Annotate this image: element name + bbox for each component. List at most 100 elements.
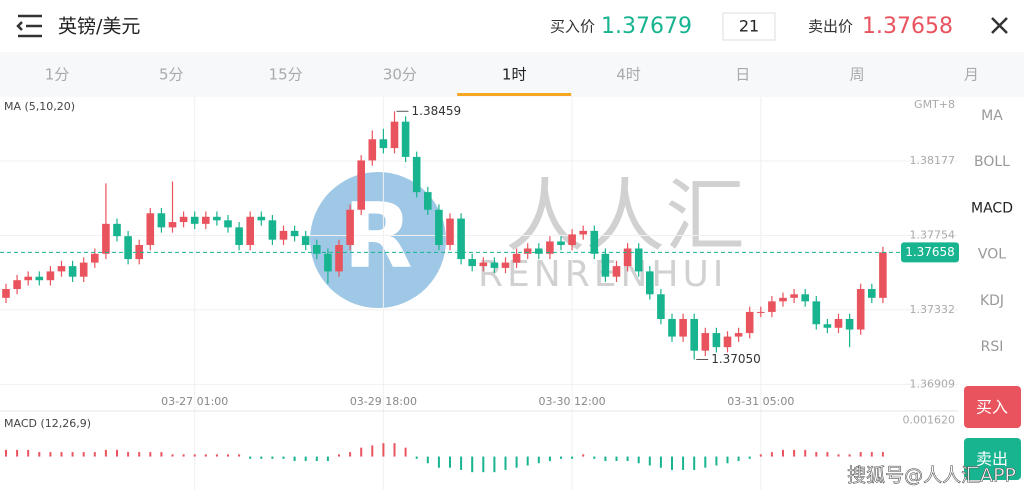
timeframe-tab[interactable]: 30分: [383, 66, 417, 84]
candle-body: [57, 266, 66, 272]
timeframe-tab[interactable]: 4时: [616, 66, 641, 84]
macd-bar: [560, 456, 562, 459]
macd-bar: [227, 454, 229, 457]
x-tick-label: 03-27 01:00: [161, 395, 228, 408]
indicator-tab[interactable]: MACD: [971, 200, 1013, 216]
macd-bar: [204, 454, 207, 457]
indicator-tab[interactable]: RSI: [981, 339, 1004, 355]
candle-body: [412, 156, 421, 193]
candle-body: [457, 218, 465, 260]
candle-body: [790, 294, 798, 298]
spread-box: [722, 12, 776, 41]
macd-bar: [49, 452, 52, 457]
timeframe-tab[interactable]: 15分: [269, 66, 303, 84]
macd-bar: [693, 456, 696, 470]
macd-bar: [304, 456, 307, 462]
candle-body: [301, 236, 310, 245]
candle-body: [490, 262, 499, 268]
macd-bar: [415, 456, 418, 459]
candle-body: [679, 318, 687, 337]
candle-body: [601, 253, 610, 277]
candle-body: [168, 222, 177, 228]
macd-bar: [249, 456, 252, 459]
last-price-badge: [901, 242, 959, 263]
macd-bar: [71, 452, 74, 457]
macd-bar: [881, 452, 884, 457]
macd-bar: [326, 456, 329, 462]
candle-body: [401, 121, 410, 157]
candle-body: [801, 294, 809, 302]
sell-label: 卖出价: [808, 18, 853, 36]
candle-body: [535, 248, 543, 254]
candle-body: [235, 227, 243, 245]
footer-credit: 搜狐号@人人汇APP: [847, 465, 1016, 487]
candle-body: [279, 230, 288, 240]
candle-body: [468, 259, 476, 267]
candle-body: [179, 216, 188, 223]
macd-bar: [615, 456, 618, 462]
menu-icon[interactable]: [16, 14, 42, 38]
macd-bar: [27, 449, 30, 457]
candle-body: [512, 253, 521, 263]
close-button[interactable]: [991, 17, 1008, 34]
macd-bar: [782, 449, 784, 457]
indicator-tab[interactable]: VOL: [978, 247, 1006, 263]
timeframe-tab[interactable]: 日: [735, 66, 750, 84]
indicator-tab[interactable]: BOLL: [974, 154, 1010, 170]
candle-body: [479, 262, 488, 267]
spread: 21: [739, 17, 759, 36]
macd-bar: [682, 456, 685, 470]
macd-bar: [315, 456, 318, 462]
macd-bar: [437, 456, 440, 468]
indicator-tab[interactable]: KDJ: [980, 293, 1004, 309]
candle-body: [668, 318, 676, 337]
timeframe-tab[interactable]: 月: [964, 66, 979, 84]
y-tick-label: 1.37332: [910, 303, 956, 316]
candle-body: [557, 241, 565, 245]
macd-bar: [859, 452, 862, 457]
indicator-tab[interactable]: MA: [981, 108, 1003, 124]
candle-body: [357, 160, 365, 210]
candle-body: [657, 294, 665, 319]
x-tick-label: 03-30 12:00: [539, 395, 606, 408]
candle-body: [646, 271, 654, 295]
macd-bar: [382, 443, 385, 457]
candle-body: [124, 236, 132, 260]
macd-bar: [82, 452, 85, 457]
candle-body: [135, 244, 143, 260]
macd-bar: [449, 456, 451, 468]
macd-bar: [138, 452, 141, 457]
timeframe-tab[interactable]: 周: [850, 66, 865, 84]
candle-body: [157, 213, 166, 228]
candle-body: [190, 216, 199, 224]
macd-bar: [238, 454, 241, 457]
candle-body: [368, 139, 377, 161]
candle-body: [146, 213, 155, 245]
buy-label: 买入价: [550, 18, 595, 36]
macd-bar: [582, 454, 585, 457]
timeframe-tab[interactable]: 1分: [45, 66, 70, 84]
timeframe-tabs: 1分 5分 15分 30分 1时 4时 日 周 月: [45, 66, 979, 96]
macd-bar: [160, 452, 163, 457]
sell-button-label: 卖出: [976, 450, 1008, 469]
candle-body: [24, 276, 32, 281]
sell-button[interactable]: [964, 438, 1021, 480]
macd-bar: [149, 452, 152, 457]
tabs-bg: [0, 52, 1024, 97]
candle-body: [757, 311, 765, 313]
indicator-tabs: MA BOLL MACD VOL KDJ RSI: [971, 108, 1013, 355]
candle-body: [435, 209, 443, 245]
candle-body: [46, 271, 55, 281]
macd-bar: [182, 454, 185, 457]
timeframe-tab[interactable]: 5分: [159, 66, 184, 84]
candle-body: [113, 223, 121, 237]
candle-body: [745, 311, 754, 334]
candle-body: [202, 216, 210, 224]
candle-body: [812, 301, 821, 325]
buy-button[interactable]: [964, 386, 1021, 428]
candle-body: [879, 252, 887, 298]
timeframe-tab[interactable]: 1时: [502, 66, 527, 84]
candle-body: [390, 121, 399, 149]
candle-body: [35, 276, 44, 281]
macd-bar: [38, 452, 41, 457]
